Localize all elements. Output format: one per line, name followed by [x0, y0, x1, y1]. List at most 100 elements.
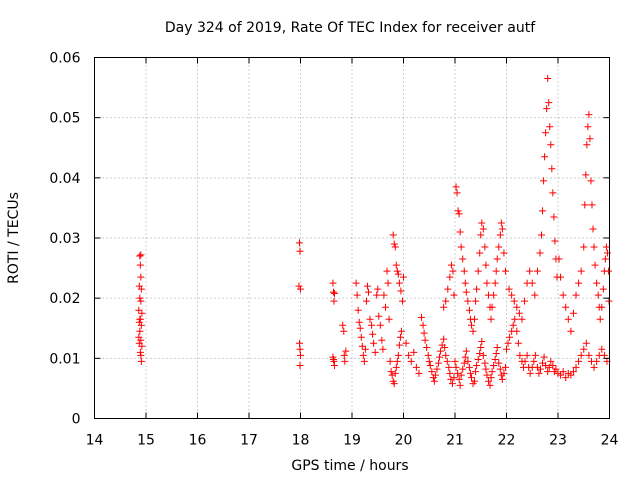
data-point	[381, 303, 389, 311]
data-point	[488, 303, 496, 311]
x-tick-label: 18	[292, 433, 310, 449]
data-point	[598, 303, 606, 311]
data-point	[546, 123, 554, 131]
y-tick-label: 0.01	[49, 351, 80, 367]
data-point	[471, 377, 479, 385]
data-point	[456, 228, 464, 236]
data-point	[559, 291, 567, 299]
data-point	[136, 348, 144, 356]
data-point	[473, 362, 481, 370]
data-point	[540, 177, 548, 185]
data-point	[460, 359, 468, 367]
data-point	[523, 351, 531, 359]
data-point	[604, 267, 612, 275]
data-point	[138, 309, 146, 317]
data-point	[398, 297, 406, 305]
data-point	[550, 213, 558, 221]
data-point	[394, 351, 402, 359]
data-point	[588, 201, 596, 209]
data-point	[508, 291, 516, 299]
data-point	[511, 315, 519, 323]
data-point	[548, 165, 556, 173]
data-point	[371, 348, 379, 356]
data-point	[443, 357, 451, 365]
data-point	[531, 351, 539, 359]
data-point	[461, 279, 469, 287]
data-point	[580, 345, 588, 353]
data-point	[396, 333, 404, 341]
data-point	[533, 267, 541, 275]
data-point	[137, 321, 145, 329]
data-point	[353, 291, 361, 299]
x-tick-label: 24	[601, 433, 619, 449]
data-point	[501, 267, 509, 275]
data-point	[555, 255, 563, 263]
data-point	[447, 375, 455, 383]
data-point	[137, 351, 145, 359]
data-point	[341, 357, 349, 365]
data-point	[395, 279, 403, 287]
data-point	[424, 351, 432, 359]
data-point	[296, 247, 304, 255]
data-point	[478, 219, 486, 227]
data-point	[393, 357, 401, 365]
data-point	[466, 369, 474, 377]
data-point	[362, 297, 370, 305]
data-point	[297, 285, 304, 293]
data-point	[510, 297, 518, 305]
data-point	[531, 291, 539, 299]
data-point	[456, 381, 464, 389]
data-point	[342, 347, 350, 355]
data-point	[415, 369, 423, 377]
data-point	[506, 333, 514, 341]
data-point	[505, 285, 513, 293]
data-point	[481, 243, 489, 251]
data-point	[454, 369, 462, 377]
data-point	[564, 315, 572, 323]
data-point	[482, 365, 490, 373]
data-point	[557, 273, 565, 281]
data-point	[493, 344, 501, 352]
data-point	[444, 285, 452, 293]
data-point	[385, 315, 393, 323]
data-point	[452, 183, 460, 191]
data-point	[542, 129, 550, 137]
data-point	[594, 291, 602, 299]
data-point	[562, 303, 570, 311]
y-axis-title: ROTI / TECUs	[6, 192, 22, 284]
data-point	[400, 273, 407, 281]
data-point	[514, 339, 522, 347]
data-point	[600, 351, 608, 359]
data-point	[379, 345, 387, 353]
data-point	[567, 327, 575, 335]
data-points	[135, 75, 613, 389]
data-point	[487, 315, 495, 323]
data-point	[572, 291, 580, 299]
data-point	[543, 105, 551, 113]
data-point	[572, 363, 580, 371]
data-point	[479, 351, 487, 359]
data-point	[358, 342, 366, 350]
data-point	[360, 357, 368, 365]
data-point	[462, 347, 470, 355]
data-point	[441, 344, 449, 352]
data-point	[389, 231, 397, 239]
data-point	[395, 341, 403, 349]
data-point	[526, 267, 534, 275]
data-point	[405, 351, 413, 359]
data-point	[397, 287, 405, 295]
data-point	[418, 313, 426, 321]
data-point	[295, 282, 303, 290]
data-point	[492, 267, 500, 275]
data-point	[412, 363, 420, 371]
x-axis-title: GPS time / hours	[291, 458, 408, 474]
data-point	[591, 261, 599, 269]
data-point	[445, 363, 453, 371]
data-point	[354, 306, 362, 314]
data-point	[442, 297, 450, 305]
data-point	[449, 267, 457, 275]
data-point	[530, 357, 538, 365]
data-point	[136, 315, 144, 323]
data-point	[486, 381, 494, 389]
data-point	[483, 371, 491, 379]
